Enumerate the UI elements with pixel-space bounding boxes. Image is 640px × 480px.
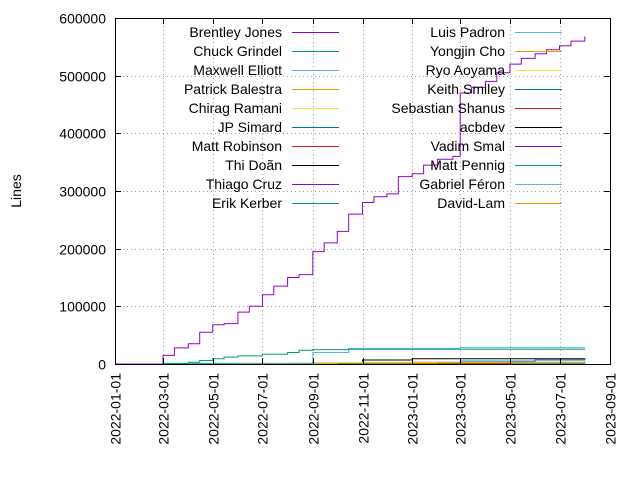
legend-item: Yongjin Cho	[430, 43, 562, 59]
legend-item: Patrick Balestra	[184, 81, 339, 97]
legend: Brentley Jones Chuck Grindel Maxwell Ellio…	[184, 24, 562, 211]
x-tick-label: 2023-03-01	[453, 373, 469, 445]
legend-label: Vadim Smal	[431, 138, 505, 154]
x-tick-label: 2022-09-01	[306, 373, 322, 445]
y-tick-label: 400000	[59, 126, 106, 142]
legend-item: David-Lam	[437, 195, 562, 211]
legend-label: Brentley Jones	[189, 24, 282, 40]
y-tick-label: 300000	[59, 184, 106, 200]
y-tick-label: 500000	[59, 69, 106, 85]
legend-label: Keith Smiley	[427, 81, 505, 97]
legend-label: Ryo Aoyama	[426, 62, 506, 78]
legend-label: Sebastian Shanus	[391, 100, 505, 116]
legend-item: Thi Doãn	[225, 157, 339, 173]
legend-label: Gabriel Féron	[419, 176, 505, 192]
series-line	[115, 36, 586, 365]
x-tick-label: 2023-09-01	[603, 373, 619, 445]
legend-label: Matt Pennig	[430, 157, 505, 173]
y-tick-label: 0	[98, 357, 106, 373]
legend-item: Chirag Ramani	[189, 100, 339, 116]
y-axis: 0 100000 200000 300000 400000 500000 600000	[59, 11, 610, 373]
legend-label: Chuck Grindel	[193, 43, 282, 59]
legend-label: acbdev	[460, 119, 505, 135]
series-line	[115, 348, 586, 365]
legend-label: Chirag Ramani	[189, 100, 282, 116]
legend-label: Thi Doãn	[225, 157, 282, 173]
legend-label: Patrick Balestra	[184, 81, 282, 97]
legend-item: Luis Padron	[430, 24, 562, 40]
legend-label: Matt Robinson	[192, 138, 282, 154]
legend-item: Ryo Aoyama	[426, 62, 562, 78]
legend-item: Matt Pennig	[430, 157, 562, 173]
x-tick-label: 2022-11-01	[356, 373, 372, 444]
x-tick-label: 2023-01-01	[405, 373, 421, 445]
y-tick-label: 200000	[59, 242, 106, 258]
legend-label: Luis Padron	[430, 24, 505, 40]
legend-item: Brentley Jones	[189, 24, 339, 40]
legend-item: Chuck Grindel	[193, 43, 339, 59]
legend-label: Maxwell Elliott	[193, 62, 282, 78]
legend-item: JP Simard	[218, 119, 339, 135]
y-axis-label: Lines	[8, 174, 24, 207]
legend-item: Sebastian Shanus	[391, 100, 562, 116]
legend-item: Vadim Smal	[431, 138, 562, 154]
x-tick-label: 2023-07-01	[553, 373, 569, 445]
legend-item: Gabriel Féron	[419, 176, 562, 192]
legend-label: Thiago Cruz	[206, 176, 282, 192]
legend-item: Erik Kerber	[212, 195, 339, 211]
x-tick-label: 2022-05-01	[206, 373, 222, 445]
legend-label: Yongjin Cho	[430, 43, 505, 59]
legend-label: Erik Kerber	[212, 195, 282, 211]
legend-label: JP Simard	[218, 119, 282, 135]
x-tick-label: 2022-03-01	[156, 373, 172, 445]
x-tick-label: 2022-01-01	[108, 373, 124, 445]
grid-lines	[115, 18, 610, 364]
y-tick-label: 600000	[59, 11, 106, 27]
legend-item: Keith Smiley	[427, 81, 562, 97]
x-axis: 2022-01-01 2022-03-01 2022-05-01 2022-07-01…	[108, 18, 619, 445]
y-tick-label: 100000	[59, 299, 106, 315]
legend-item: Matt Robinson	[192, 138, 339, 154]
legend-item: Thiago Cruz	[206, 176, 339, 192]
x-tick-label: 2022-07-01	[255, 373, 271, 445]
legend-item: acbdev	[460, 119, 562, 135]
x-tick-label: 2023-05-01	[503, 373, 519, 445]
legend-label: David-Lam	[437, 195, 505, 211]
legend-item: Maxwell Elliott	[193, 62, 339, 78]
